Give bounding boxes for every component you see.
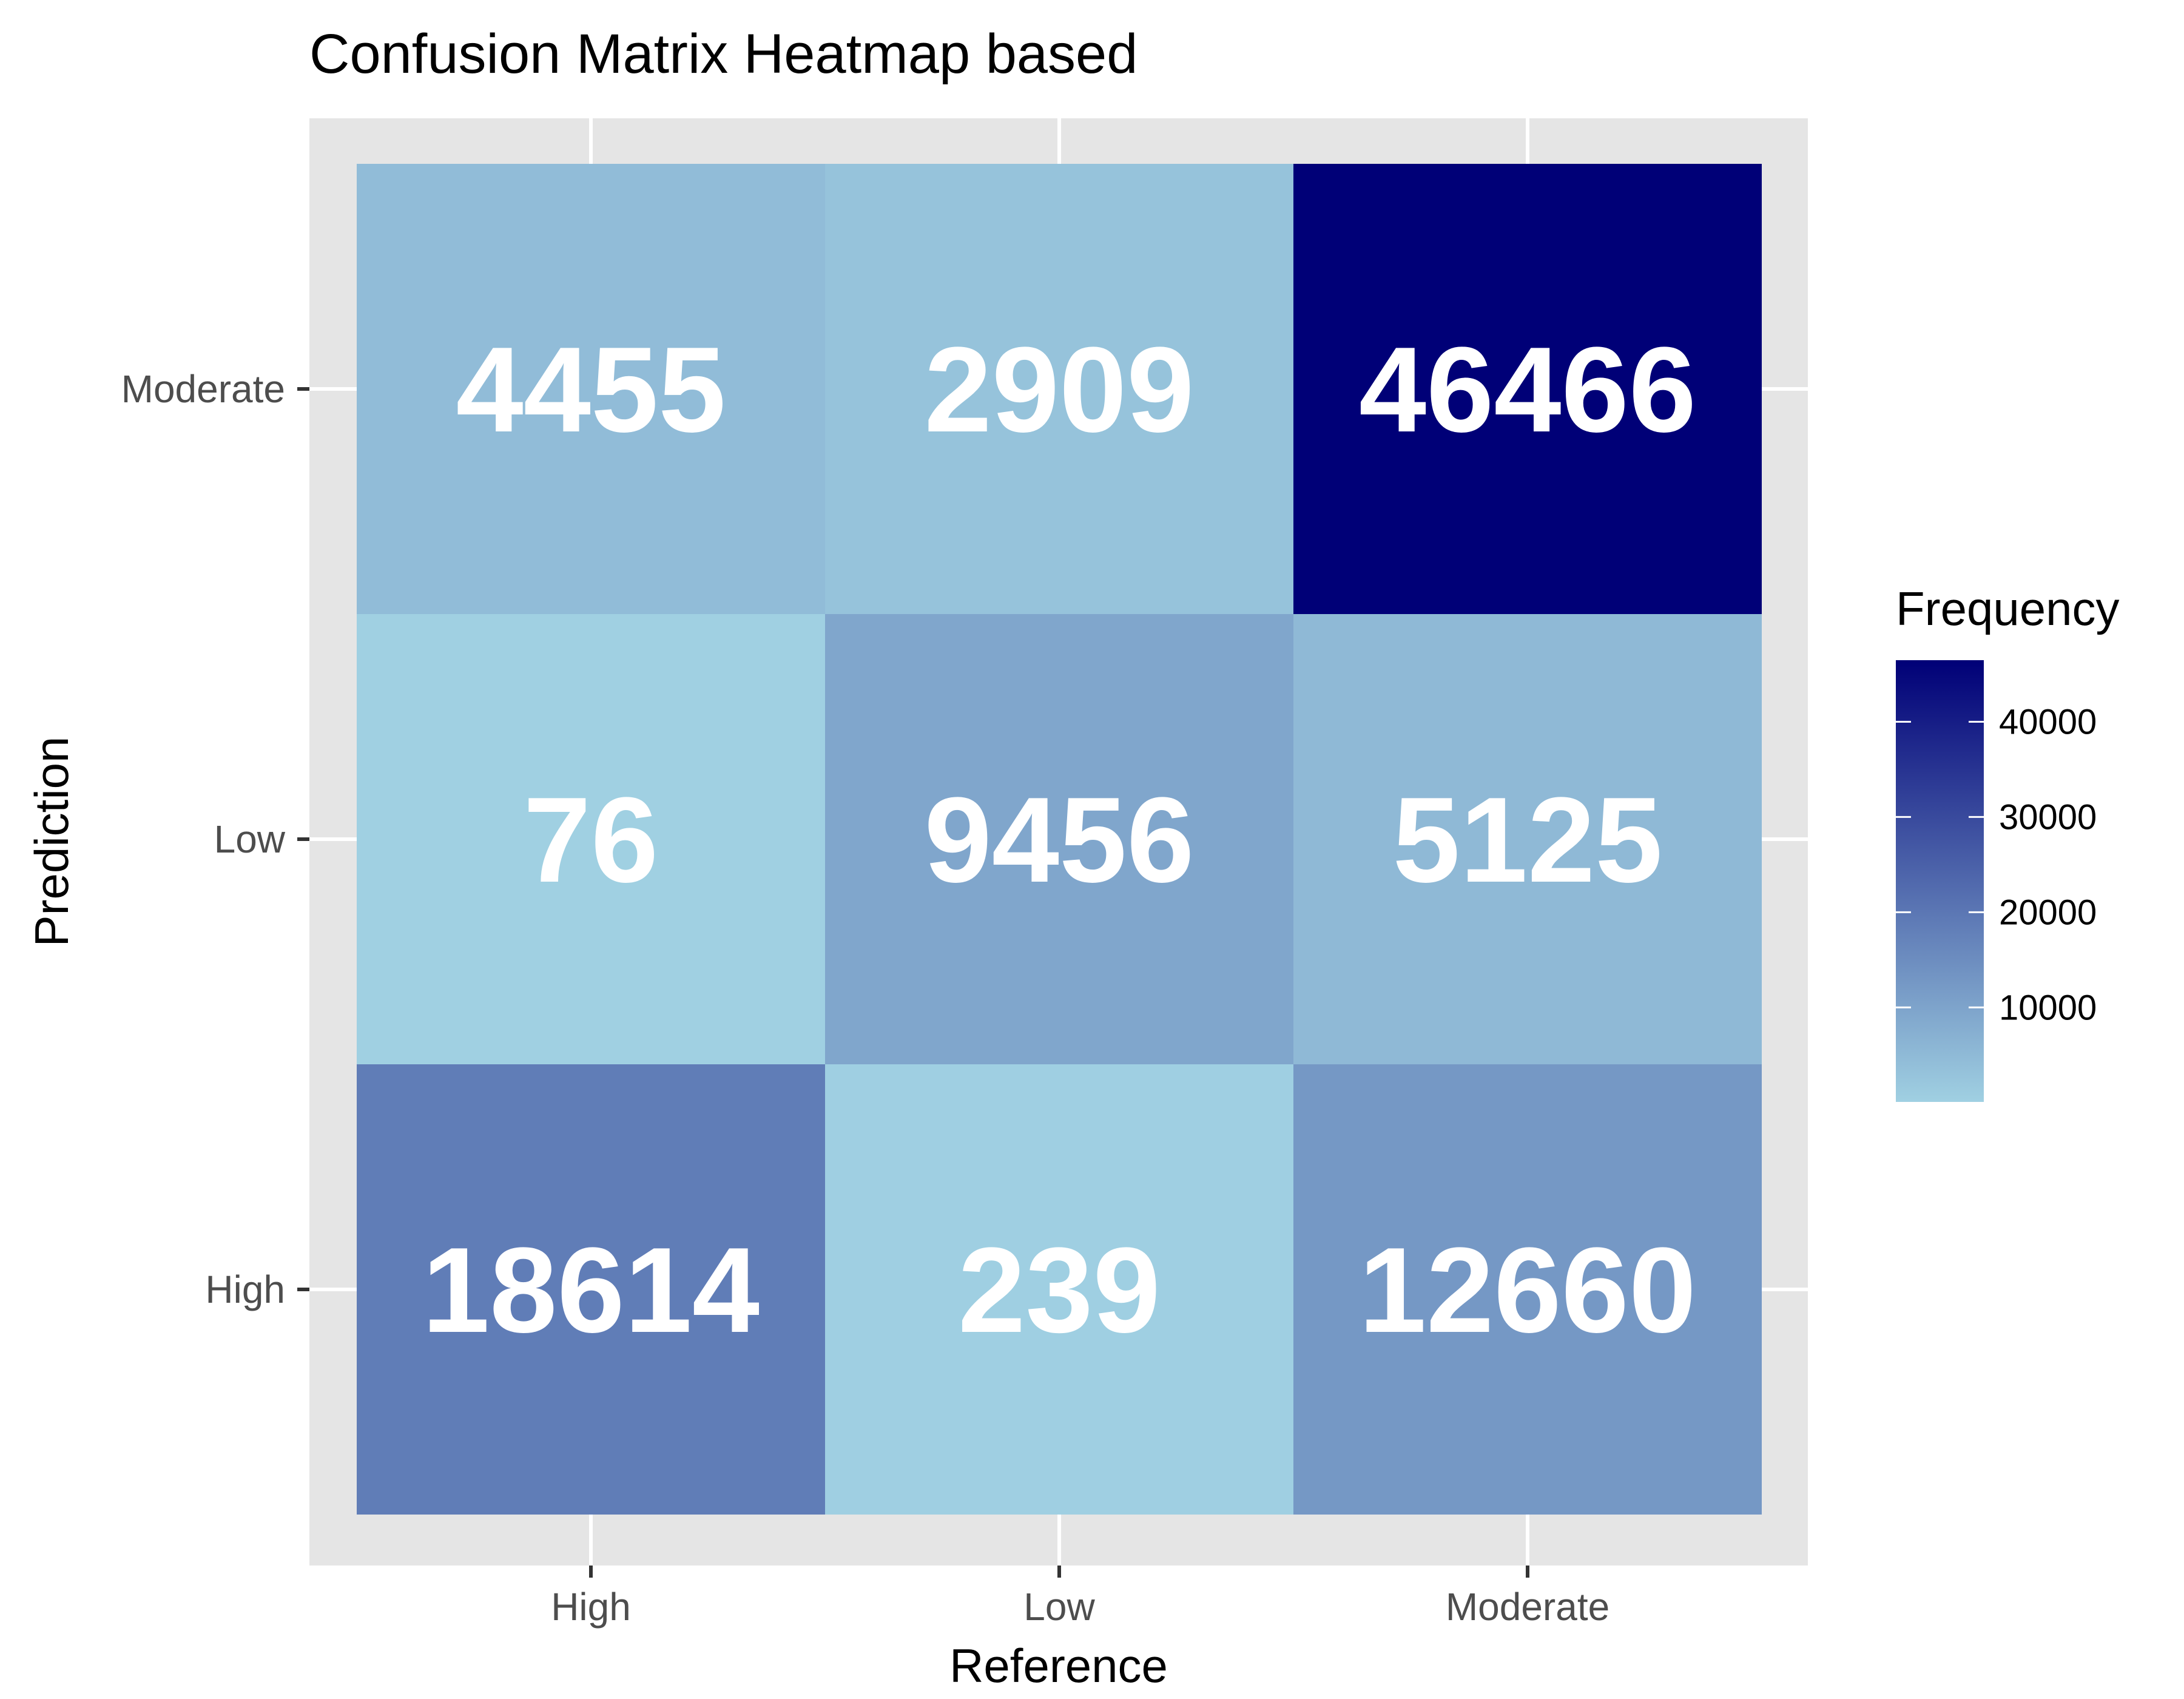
cell-moderate-moderate	[1293, 164, 1762, 614]
legend-tick-label-1: 20000	[1999, 893, 2097, 932]
legend-colorbar	[1896, 660, 1984, 1102]
cell-moderate-high	[357, 164, 825, 614]
cell-label-moderate-low: 2909	[925, 322, 1195, 458]
cell-high-high	[357, 1064, 825, 1515]
cell-label-low-high: 76	[524, 772, 658, 908]
legend-tick-label-3: 40000	[1999, 702, 2097, 741]
x-tick-label-moderate: Moderate	[1446, 1585, 1609, 1629]
y-tick-label-high: High	[205, 1268, 285, 1311]
cell-high-moderate	[1293, 1064, 1762, 1515]
cell-label-moderate-high: 4455	[456, 322, 726, 458]
x-axis-title: Reference	[949, 1639, 1168, 1692]
cell-label-high-low: 239	[958, 1223, 1161, 1358]
legend-title: Frequency	[1896, 582, 2120, 635]
legend-tick-label-2: 30000	[1999, 797, 2097, 837]
legend: Frequency 10000 20000 30000 40000	[1896, 582, 2120, 1102]
y-tick-label-moderate: Moderate	[121, 367, 285, 411]
cell-low-high	[357, 614, 825, 1064]
cell-low-moderate	[1293, 614, 1762, 1064]
cell-label-moderate-moderate: 46466	[1359, 322, 1696, 458]
chart-title: Confusion Matrix Heatmap based	[309, 23, 1138, 85]
cell-label-high-moderate: 12660	[1359, 1223, 1696, 1358]
cell-high-low	[825, 1064, 1293, 1515]
cell-label-low-low: 9456	[925, 772, 1195, 908]
x-tick-label-low: Low	[1023, 1585, 1095, 1629]
cell-labels: 4455 2909 46466 76 9456 5125 18614 239 12660	[422, 322, 1696, 1358]
cell-label-high-high: 18614	[422, 1223, 760, 1358]
axes: High Low Moderate High Low Moderate	[121, 367, 1610, 1629]
cell-low-low	[825, 614, 1293, 1064]
legend-tick-label-0: 10000	[1999, 988, 2097, 1027]
heatmap-cells	[357, 164, 1762, 1515]
y-tick-label-low: Low	[214, 817, 286, 861]
cell-moderate-low	[825, 164, 1293, 614]
y-axis-title: Prediction	[25, 737, 78, 947]
cell-label-low-moderate: 5125	[1393, 772, 1663, 908]
x-tick-label-high: High	[551, 1585, 631, 1629]
